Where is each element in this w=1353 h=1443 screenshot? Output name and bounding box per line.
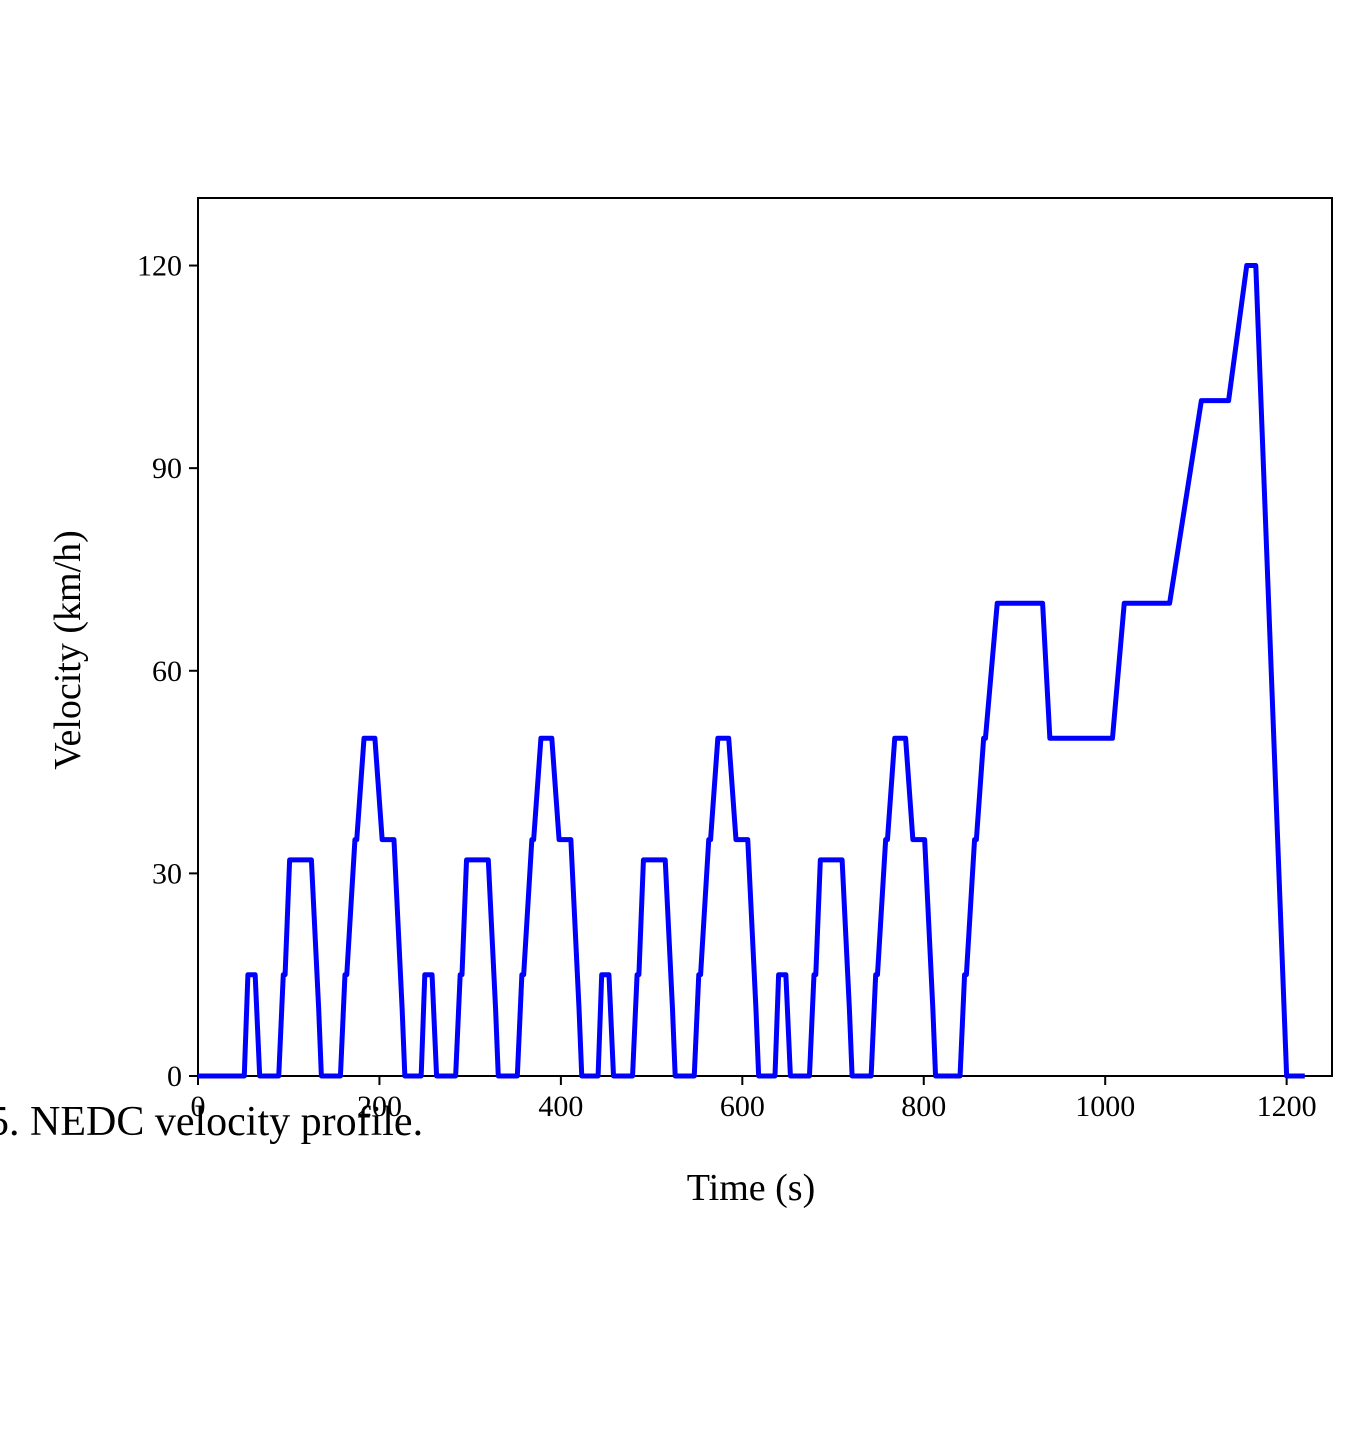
y-tick-label: 30: [152, 857, 182, 890]
x-tick-label: 0: [191, 1090, 206, 1123]
plot-frame: [197, 197, 1333, 1077]
y-tick-label: 120: [137, 250, 182, 283]
x-tick-label: 200: [357, 1090, 402, 1123]
velocity-line: [198, 263, 1305, 1079]
x-tick-label: 1000: [1075, 1090, 1135, 1123]
x-tick-label: 800: [901, 1090, 946, 1123]
x-tick-label: 600: [720, 1090, 765, 1123]
y-tick-label: 0: [167, 1060, 182, 1093]
x-tick-label: 1200: [1257, 1090, 1317, 1123]
y-tick-label: 60: [152, 655, 182, 688]
y-axis-label: Velocity (km/h): [47, 530, 89, 770]
caption: 5. NEDC velocity profile.: [0, 1099, 423, 1145]
x-axis-label: Time (s): [687, 1167, 815, 1209]
x-tick-label: 400: [538, 1090, 583, 1123]
y-tick-label: 90: [152, 452, 182, 485]
